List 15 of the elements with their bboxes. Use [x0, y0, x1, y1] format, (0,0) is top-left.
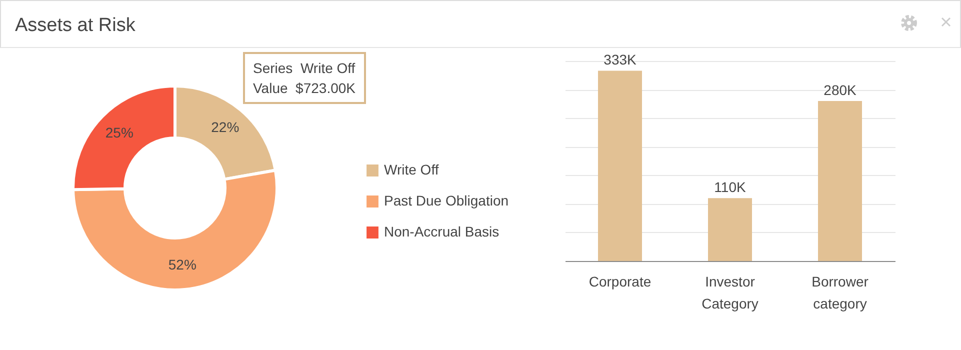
- chart-title: Assets at Risk: [15, 15, 136, 37]
- data-label: 333K: [604, 52, 638, 68]
- data-label: 22%: [211, 119, 240, 136]
- data-label: 52%: [168, 256, 196, 273]
- x-tick-label: Corporate: [588, 274, 652, 290]
- data-label: 110K: [714, 179, 746, 196]
- legend-label: Write Off: [384, 162, 439, 178]
- text: Series Write Off: [253, 59, 356, 78]
- legend-label: Non-Accrual Basis: [384, 224, 500, 240]
- text: Value $723.00K: [253, 79, 356, 98]
- data-label: 280K: [824, 82, 858, 98]
- legend-label: Past Due Obligation: [384, 192, 509, 208]
- x-tick-label: Investor Category: [702, 274, 758, 312]
- x-tick-label: Borrower category: [812, 274, 869, 312]
- data-label: 25%: [105, 124, 134, 140]
